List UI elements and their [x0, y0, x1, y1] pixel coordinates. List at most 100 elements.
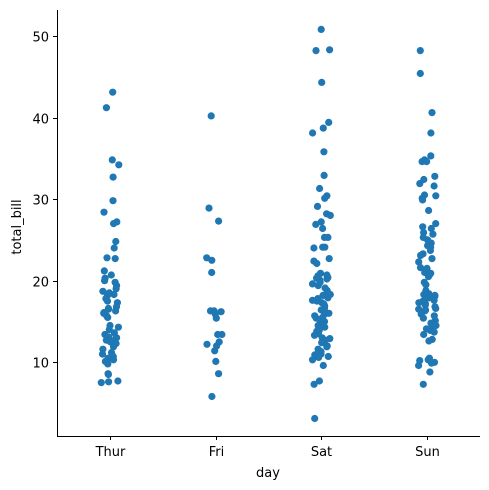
data-point-sat [314, 282, 322, 290]
data-point-sun [423, 158, 431, 166]
data-point-sun [427, 224, 435, 233]
data-point-sat [325, 118, 333, 126]
data-point-sun [427, 359, 436, 367]
data-point-thur [101, 277, 109, 285]
data-point-sat [321, 243, 329, 251]
y-tick-label: 50 [32, 31, 49, 46]
data-point-sat [312, 314, 320, 322]
data-point-sun [425, 337, 433, 345]
data-point-thur [114, 377, 122, 385]
data-point-thur [104, 313, 112, 321]
data-point-sat [319, 361, 327, 370]
data-point-sun [415, 361, 423, 370]
data-point-sun [426, 246, 434, 255]
data-point-sat [310, 331, 319, 339]
y-tick-label: 40 [32, 113, 49, 128]
data-point-sat [315, 377, 323, 385]
data-point-sun [425, 206, 433, 215]
data-point-thur [104, 370, 112, 379]
data-point-thur [103, 297, 112, 305]
data-point-fri [217, 308, 225, 316]
data-point-thur [97, 379, 105, 387]
x-tick-label-sat: Sat [311, 445, 332, 460]
data-point-sun [416, 47, 424, 55]
y-ticks: 10 20 30 40 50 [32, 31, 57, 372]
data-point-sat [317, 25, 325, 33]
data-point-thur [103, 254, 111, 262]
data-point-sat [308, 356, 317, 364]
data-point-sat [309, 129, 317, 137]
data-point-thur [112, 237, 120, 246]
data-point-thur [100, 208, 108, 216]
data-point-thur [110, 244, 118, 252]
data-point-thur [109, 197, 117, 205]
data-point-thur [105, 378, 113, 386]
data-point-sun [430, 182, 438, 190]
data-point-thur [105, 326, 113, 334]
data-point-sat [324, 294, 332, 302]
data-point-sat [323, 275, 331, 283]
data-point-sat [320, 148, 328, 156]
data-point-sun [424, 273, 433, 281]
data-point-thur [102, 104, 110, 112]
data-point-thur [108, 156, 116, 164]
data-point-sun [432, 192, 440, 200]
data-point-sun [419, 380, 427, 388]
x-ticks: Thur Fri Sat Sun [95, 436, 440, 460]
data-point-fri [207, 112, 215, 120]
data-point-sun [422, 281, 430, 289]
data-point-sun [415, 299, 423, 307]
data-point-sun [432, 220, 440, 228]
data-point-thur [112, 285, 120, 293]
x-tick-label-sun: Sun [415, 445, 440, 460]
data-point-thur [111, 255, 119, 263]
data-point-sat [313, 259, 321, 268]
data-point-sun [430, 328, 438, 336]
data-point-sun [416, 180, 424, 188]
y-tick-label: 20 [32, 276, 49, 291]
data-point-fri [212, 357, 220, 365]
data-point-fri [214, 330, 222, 339]
y-tick-label: 30 [32, 194, 49, 209]
data-point-sun [419, 223, 427, 231]
data-point-sun [430, 296, 438, 304]
data-point-sun [420, 330, 428, 339]
data-point-sat [321, 194, 329, 202]
data-points [97, 25, 440, 423]
data-point-sun [415, 258, 423, 266]
data-point-thur [110, 290, 118, 299]
data-point-sun [416, 264, 425, 272]
data-point-sat [324, 233, 332, 241]
data-point-sat [308, 280, 317, 288]
data-point-sat [318, 78, 326, 86]
data-point-sat [326, 211, 334, 219]
data-point-thur [114, 323, 122, 331]
data-point-sat [321, 323, 329, 331]
data-point-sat [316, 184, 324, 193]
data-point-sun [427, 129, 435, 137]
data-point-sun [428, 255, 436, 263]
data-point-sun [432, 304, 440, 312]
data-point-sat [312, 47, 320, 55]
x-axis-label: day [256, 466, 280, 481]
data-point-sat [319, 124, 327, 132]
data-point-thur [109, 343, 118, 351]
data-point-sun [416, 69, 424, 78]
data-point-sun [419, 196, 427, 204]
data-point-fri [208, 268, 216, 277]
data-point-sun [417, 251, 425, 259]
data-point-sat [310, 380, 318, 388]
data-point-thur [98, 350, 107, 358]
data-point-sat [310, 244, 318, 252]
data-point-fri [212, 314, 220, 322]
axes [57, 10, 480, 437]
data-point-fri [215, 217, 223, 225]
data-point-thur [100, 267, 108, 275]
data-point-sat [319, 224, 327, 233]
y-axis-label: total_bill [10, 199, 25, 254]
data-point-fri [208, 392, 216, 401]
data-point-fri [203, 340, 211, 348]
data-point-sat [315, 353, 323, 361]
data-point-sat [325, 255, 333, 263]
x-tick-label-fri: Fri [209, 445, 225, 460]
